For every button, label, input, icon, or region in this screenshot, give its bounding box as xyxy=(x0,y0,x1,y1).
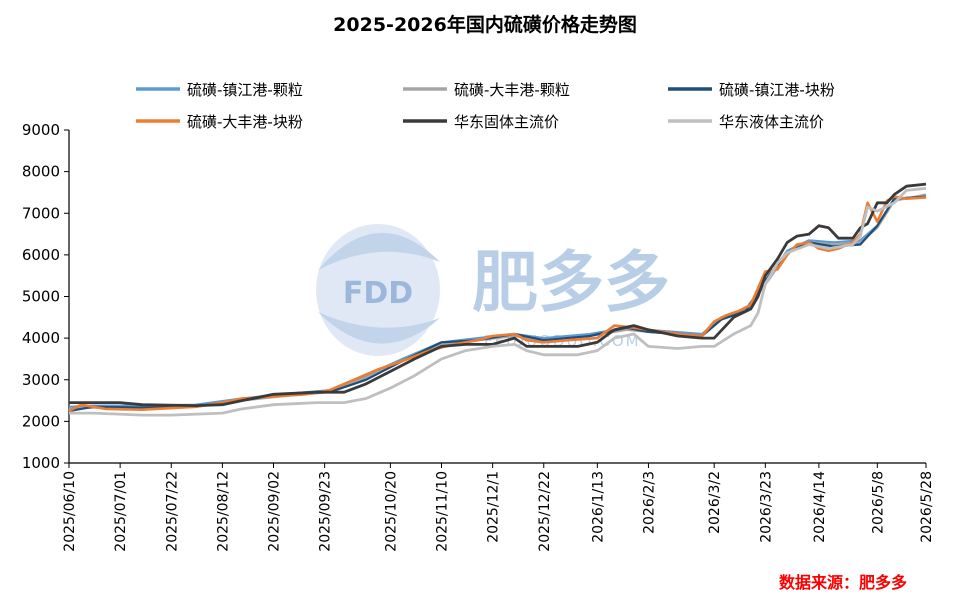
legend-item-1: 硫磺-镇江港-颗粒 xyxy=(136,81,303,99)
x-tick-label: 2026/3/23 xyxy=(758,471,774,543)
legend-item-4: 硫磺-大丰港-块粉 xyxy=(136,113,303,131)
y-tick-label: 9000 xyxy=(22,121,60,139)
x-tick-label: 2026/5/8 xyxy=(870,471,886,534)
legend-item-2: 硫磺-大丰港-颗粒 xyxy=(403,81,570,99)
x-tick-label: 2025/09/02 xyxy=(267,471,283,552)
legend-label: 华东固体主流价 xyxy=(454,113,559,131)
x-tick-label: 2025/06/10 xyxy=(62,471,78,552)
y-tick-label: 8000 xyxy=(22,163,60,181)
watermark-logo-text: FDD xyxy=(343,276,413,311)
y-tick-label: 7000 xyxy=(22,204,60,222)
watermark: FDD 肥多多 FEIDUODUO.COM xyxy=(316,224,670,356)
y-tick-label: 5000 xyxy=(22,288,60,306)
legend-item-5: 华东固体主流价 xyxy=(403,113,559,131)
source-note: 数据来源：肥多多 xyxy=(779,573,907,592)
series-line-6 xyxy=(69,186,927,417)
legend-label: 硫磺-大丰港-块粉 xyxy=(187,113,303,131)
x-tick-label: 2025/12/22 xyxy=(537,471,553,552)
x-tick-label: 2025/07/22 xyxy=(164,471,180,552)
legend-label: 华东液体主流价 xyxy=(719,113,824,131)
x-ticks: 2025/06/10 2025/07/01 2025/07/22 2025/08/12… xyxy=(62,463,935,552)
watermark-brand: 肥多多 xyxy=(472,244,670,321)
x-tick-label: 2026/4/14 xyxy=(812,471,828,543)
legend-label: 硫磺-大丰港-颗粒 xyxy=(454,81,570,99)
series-line-5 xyxy=(69,182,927,407)
x-tick-label: 2025/12/1 xyxy=(486,471,502,543)
legend-item-6: 华东液体主流价 xyxy=(668,113,824,131)
x-tick-label: 2026/2/3 xyxy=(641,471,657,534)
x-tick-label: 2025/09/23 xyxy=(318,471,334,552)
x-tick-label: 2025/11/10 xyxy=(435,471,451,552)
x-tick-label: 2026/3/2 xyxy=(707,471,723,534)
y-tick-label: 3000 xyxy=(22,371,60,389)
legend-item-3: 硫磺-镇江港-块粉 xyxy=(668,81,835,99)
y-tick-label: 1000 xyxy=(22,454,60,472)
x-tick-label: 2025/07/01 xyxy=(113,471,129,552)
legend-label: 硫磺-镇江港-块粉 xyxy=(719,81,835,99)
series-lines xyxy=(68,182,927,417)
y-tick-label: 6000 xyxy=(22,246,60,264)
chart-title: 2025-2026年国内硫磺价格走势图 xyxy=(333,13,637,36)
x-tick-label: 2026/1/13 xyxy=(590,471,606,543)
x-tick-label: 2026/5/28 xyxy=(919,471,935,543)
y-tick-label: 2000 xyxy=(22,412,60,430)
y-tick-label: 4000 xyxy=(22,329,60,347)
y-ticks: 1000 2000 3000 4000 5000 6000 7000 8000 9000 xyxy=(22,121,69,472)
legend-label: 硫磺-镇江港-颗粒 xyxy=(187,81,303,99)
x-tick-label: 2025/10/20 xyxy=(383,471,399,552)
fdd-logo-icon: FDD xyxy=(316,224,440,356)
x-tick-label: 2025/08/12 xyxy=(215,471,231,552)
